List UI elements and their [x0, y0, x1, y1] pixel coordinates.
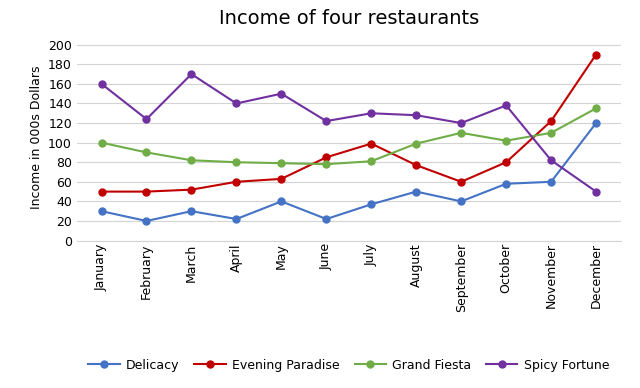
Delicacy	[323, 217, 330, 221]
Evening Paradise	[232, 180, 240, 184]
Line: Spicy Fortune: Spicy Fortune	[98, 71, 600, 195]
Spicy Fortune	[188, 72, 195, 76]
Grand Fiesta	[592, 106, 600, 111]
Grand Fiesta	[278, 161, 285, 166]
Title: Income of four restaurants: Income of four restaurants	[219, 9, 479, 28]
Spicy Fortune	[278, 91, 285, 96]
Delicacy	[367, 202, 375, 207]
Delicacy	[592, 121, 600, 125]
Evening Paradise	[458, 180, 465, 184]
Delicacy	[98, 209, 106, 213]
Evening Paradise	[278, 177, 285, 181]
Spicy Fortune	[143, 117, 150, 121]
Grand Fiesta	[458, 130, 465, 135]
Grand Fiesta	[367, 159, 375, 164]
Delicacy	[188, 209, 195, 213]
Evening Paradise	[367, 141, 375, 146]
Evening Paradise	[547, 119, 555, 123]
Y-axis label: Income in 000s Dollars: Income in 000s Dollars	[29, 66, 42, 210]
Evening Paradise	[412, 163, 420, 168]
Grand Fiesta	[98, 140, 106, 145]
Spicy Fortune	[502, 103, 510, 108]
Evening Paradise	[323, 155, 330, 159]
Legend: Delicacy, Evening Paradise, Grand Fiesta, Spicy Fortune: Delicacy, Evening Paradise, Grand Fiesta…	[83, 354, 614, 377]
Delicacy	[412, 189, 420, 194]
Spicy Fortune	[98, 81, 106, 86]
Evening Paradise	[98, 189, 106, 194]
Grand Fiesta	[547, 130, 555, 135]
Evening Paradise	[143, 189, 150, 194]
Evening Paradise	[592, 52, 600, 57]
Delicacy	[232, 217, 240, 221]
Delicacy	[143, 219, 150, 223]
Spicy Fortune	[412, 113, 420, 118]
Spicy Fortune	[367, 111, 375, 116]
Line: Delicacy: Delicacy	[98, 120, 600, 224]
Spicy Fortune	[458, 121, 465, 125]
Spicy Fortune	[232, 101, 240, 106]
Grand Fiesta	[412, 141, 420, 146]
Grand Fiesta	[188, 158, 195, 163]
Line: Grand Fiesta: Grand Fiesta	[98, 105, 600, 168]
Evening Paradise	[188, 187, 195, 192]
Delicacy	[458, 199, 465, 204]
Grand Fiesta	[143, 150, 150, 155]
Delicacy	[502, 182, 510, 186]
Grand Fiesta	[502, 139, 510, 143]
Grand Fiesta	[232, 160, 240, 165]
Delicacy	[278, 199, 285, 204]
Delicacy	[547, 180, 555, 184]
Grand Fiesta	[323, 162, 330, 166]
Spicy Fortune	[592, 189, 600, 194]
Spicy Fortune	[547, 158, 555, 163]
Evening Paradise	[502, 160, 510, 165]
Spicy Fortune	[323, 119, 330, 123]
Line: Evening Paradise: Evening Paradise	[98, 51, 600, 195]
